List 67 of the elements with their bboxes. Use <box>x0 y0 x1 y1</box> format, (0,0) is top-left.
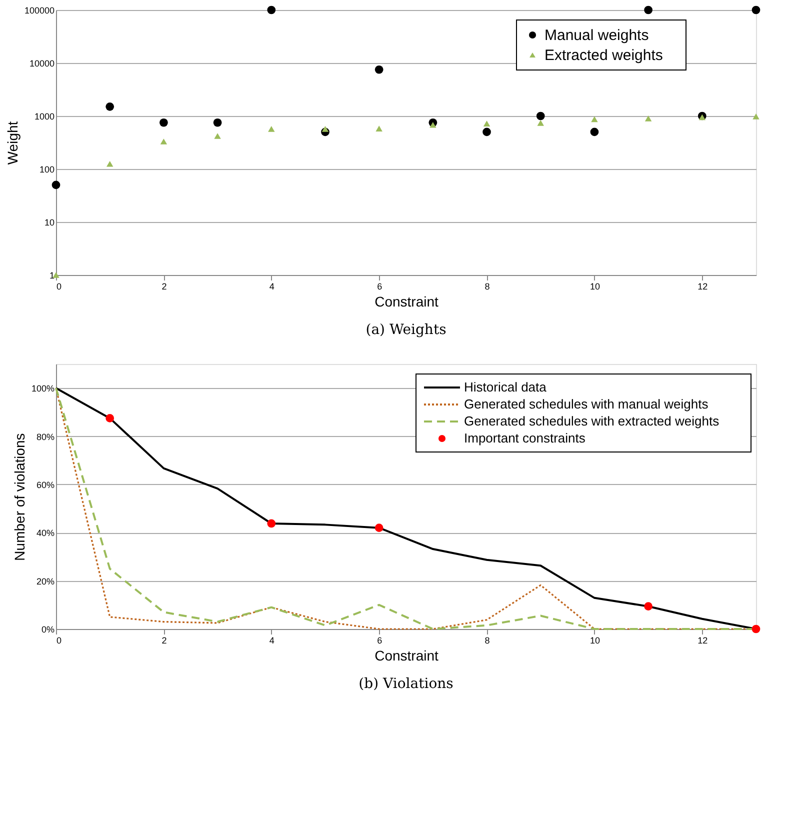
point <box>698 114 706 120</box>
y-tick-label: 60% <box>36 480 54 490</box>
text: (a) Weights <box>366 322 446 338</box>
y-axis-title: Weight <box>4 121 20 165</box>
point <box>376 126 382 132</box>
point <box>591 116 598 122</box>
legend-label: Generated schedules with manual weights <box>464 396 709 412</box>
point <box>374 65 384 74</box>
x-tick-label: 10 <box>590 282 600 292</box>
point <box>644 602 652 611</box>
point <box>160 138 168 144</box>
y-tick-label: 10 <box>44 218 54 228</box>
point <box>106 160 114 167</box>
point <box>267 519 276 528</box>
y-tick-label: 20% <box>36 576 54 586</box>
point <box>644 116 652 122</box>
y-tick-label: 10000 <box>29 58 54 68</box>
x-tick-label: 4 <box>269 636 274 646</box>
x-tick-label: 12 <box>698 282 708 292</box>
y-tick-label: 1000 <box>34 112 54 122</box>
point <box>268 126 275 132</box>
point <box>752 114 760 120</box>
legend-label: Generated schedules with extracted weights <box>464 414 720 428</box>
legend-label: Historical data <box>464 380 548 394</box>
point <box>106 102 114 111</box>
point <box>430 122 436 128</box>
point <box>752 6 760 14</box>
point <box>213 118 222 127</box>
y-tick-label: 40% <box>36 528 54 538</box>
y-tick-label: 80% <box>36 432 54 442</box>
point <box>482 128 491 136</box>
point <box>214 133 221 139</box>
x-tick-label: 10 <box>590 636 600 646</box>
y-tick-label: 100% <box>31 384 54 394</box>
point <box>590 128 599 136</box>
legend-label: Manual weights <box>544 27 649 44</box>
y-axis-title: Number of violations <box>11 433 28 561</box>
point <box>374 524 384 532</box>
point <box>106 414 114 422</box>
x-tick-label: 0 <box>56 282 62 292</box>
legend-label: Extracted weights <box>544 47 663 64</box>
point <box>752 624 760 634</box>
point <box>537 120 544 126</box>
x-axis-title: Constraint <box>374 648 439 664</box>
point <box>52 180 60 190</box>
x-axis-title: Constraint <box>374 294 439 310</box>
y-tick-label: 1 <box>49 270 54 280</box>
point <box>160 118 168 127</box>
y-tick-label: 100 <box>39 164 54 174</box>
x-tick-label: 2 <box>162 636 167 646</box>
x-tick-label: 0 <box>56 636 62 646</box>
x-tick-label: 4 <box>269 282 274 292</box>
point <box>483 120 490 126</box>
x-tick-label: 6 <box>377 636 382 646</box>
x-tick-label: 8 <box>484 636 490 646</box>
point <box>267 6 276 14</box>
x-tick-label: 6 <box>377 282 382 292</box>
point <box>536 112 545 120</box>
x-tick-label: 8 <box>484 282 490 292</box>
x-tick-label: 12 <box>698 636 708 646</box>
text: (b) Violations <box>358 676 454 692</box>
y-tick-label: 100000 <box>24 6 54 16</box>
point <box>644 6 652 14</box>
y-tick-label: 0% <box>41 624 54 634</box>
point <box>322 126 329 132</box>
legend-label: Important constraints <box>464 430 586 446</box>
x-tick-label: 2 <box>162 282 167 292</box>
